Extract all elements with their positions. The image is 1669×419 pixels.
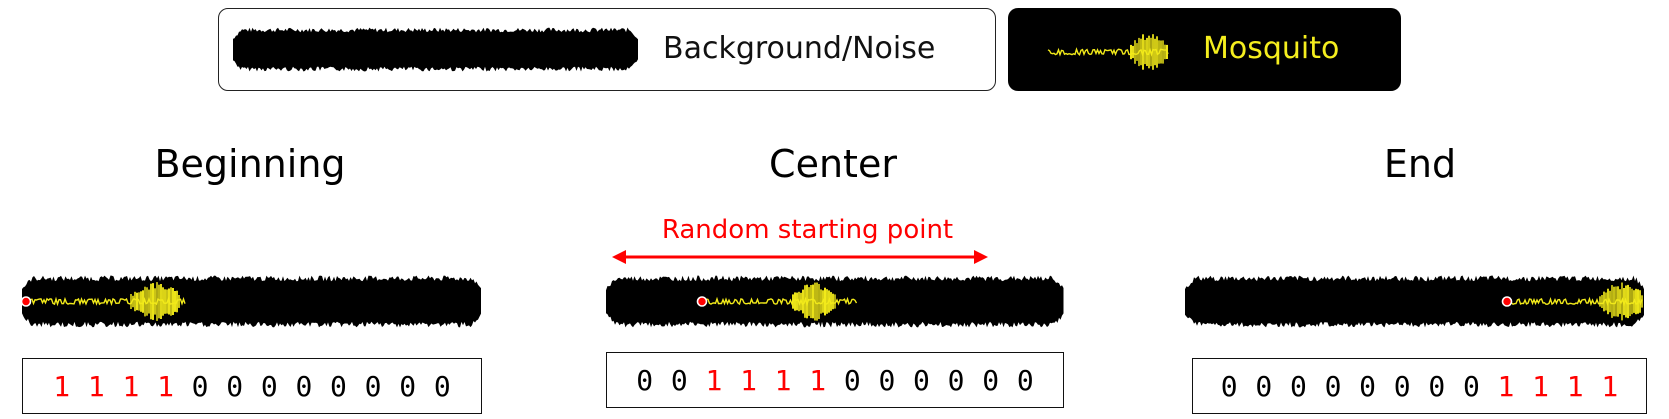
- sequence-digit: 0: [1255, 369, 1273, 403]
- sequence-digit: 0: [913, 363, 930, 397]
- sequence-digit: 1: [705, 363, 723, 397]
- sequence-digit: 1: [53, 369, 71, 403]
- sequence-digit: 1: [1601, 369, 1619, 403]
- sequence-digit: 0: [947, 363, 965, 397]
- sequence-digit: 1: [1497, 369, 1515, 403]
- legend-noise-waveform: [233, 27, 638, 72]
- sequence-digit: 1: [1532, 369, 1549, 403]
- sequence-digit: 0: [295, 369, 313, 403]
- sequence-digit: 1: [774, 363, 792, 397]
- sequence-digit: 0: [364, 369, 382, 403]
- sequence-digit: 1: [87, 369, 105, 403]
- double-arrow: [612, 250, 988, 264]
- sequence-digit: 0: [843, 363, 861, 397]
- sequence-digit: 0: [399, 369, 417, 403]
- sequence-digit: 0: [1462, 369, 1480, 403]
- sequence-digit: 0: [330, 369, 347, 403]
- sequence-digit: 0: [878, 363, 896, 397]
- sequence-digit: 0: [1220, 369, 1238, 403]
- sequence-digit: 0: [1393, 369, 1411, 403]
- sequence-digit: 0: [1359, 369, 1377, 403]
- waveform-beginning: [20, 275, 481, 328]
- sequence-digit: 0: [636, 363, 654, 397]
- sequence-digit: 0: [1289, 369, 1307, 403]
- sequence-digit: 0: [433, 369, 451, 403]
- panel-title-center: Center: [769, 142, 897, 186]
- sequence-digit: 1: [809, 363, 827, 397]
- sequence-digit: 1: [1566, 369, 1584, 403]
- legend-mosquito-box: [1008, 8, 1401, 91]
- sequence-digit: 0: [191, 369, 209, 403]
- sequence-digit: 0: [670, 363, 688, 397]
- sequence-digit: 1: [157, 369, 174, 403]
- legend-mosquito-label: Mosquito: [1203, 31, 1340, 66]
- sequence-digit: 1: [740, 363, 757, 397]
- waveform-end: [1185, 275, 1644, 328]
- sequence-digit: 0: [226, 369, 244, 403]
- sequence-digit: 0: [260, 369, 278, 403]
- sequence-digit: 1: [122, 369, 140, 403]
- sequence-digit: 0: [1016, 363, 1034, 397]
- sequence-digit: 0: [982, 363, 1000, 397]
- sequence-digit: 0: [1428, 369, 1446, 403]
- sequence-digit: 0: [1324, 369, 1342, 403]
- panel-title-end: End: [1383, 142, 1457, 186]
- panel-title-beginning: Beginning: [154, 142, 346, 186]
- random-start-label: Random starting point: [661, 215, 954, 245]
- waveform-center: [606, 275, 1064, 328]
- legend-background-label: Background/Noise: [663, 31, 936, 66]
- legend-mosquito-waveform: [1047, 34, 1169, 70]
